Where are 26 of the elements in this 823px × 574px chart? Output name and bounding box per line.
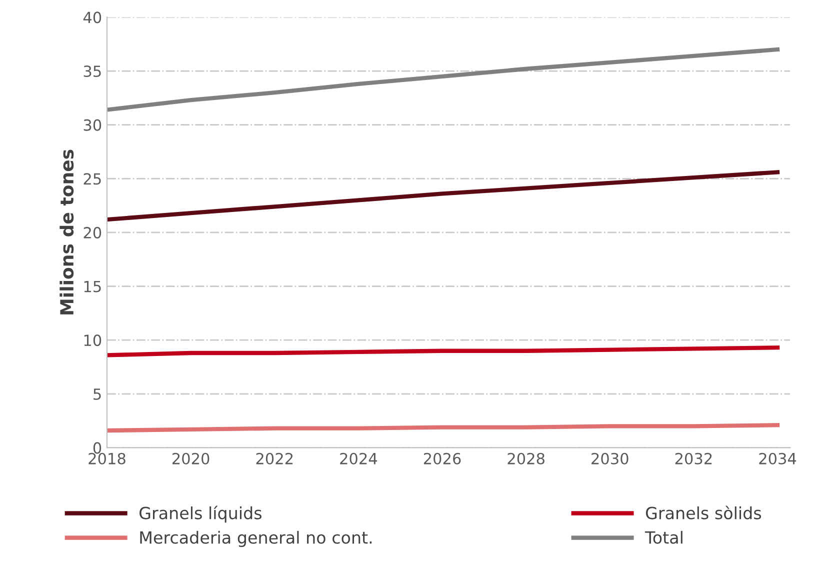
y-tick-label: 5 <box>94 388 101 400</box>
line-series <box>106 346 780 358</box>
y-tick-label: 0 <box>93 442 102 454</box>
x-tick-label: 2020 <box>172 452 210 464</box>
x-tick-label: 2030 <box>592 452 628 464</box>
y-tick-label: 15 <box>84 280 101 292</box>
y-tick-label: 25 <box>84 173 101 185</box>
x-tick-label: 2018 <box>88 452 126 464</box>
x-tick-label: 2034 <box>759 452 796 464</box>
x-tick-label: 2022 <box>256 452 293 464</box>
x-tick-label: 2028 <box>508 452 544 464</box>
x-tick-label: 2024 <box>340 452 378 464</box>
legend-label: Granels sòlids <box>646 506 762 520</box>
y-tick-label: 40 <box>83 12 102 24</box>
y-tick-label: 30 <box>84 119 102 131</box>
x-tick-label: 2026 <box>424 452 461 464</box>
legend-label: Mercaderia general no cont. <box>140 530 372 548</box>
y-axis-title: Milions de tones <box>60 150 74 314</box>
y-tick-label: 10 <box>84 334 102 346</box>
y-tick-label: 20 <box>84 226 102 238</box>
legend-label: Total <box>644 530 682 544</box>
legend-label: Granels líquids <box>140 506 262 523</box>
line-series <box>106 170 780 222</box>
x-tick-label: 2032 <box>675 452 712 464</box>
line-series <box>106 47 780 112</box>
y-tick-label: 35 <box>84 66 101 78</box>
